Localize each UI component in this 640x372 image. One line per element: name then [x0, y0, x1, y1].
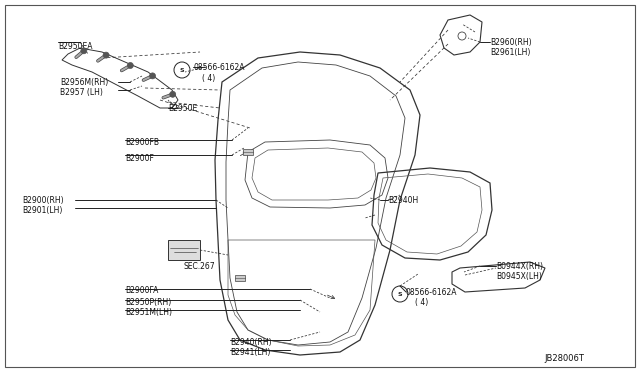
Text: B2940(RH): B2940(RH)	[230, 338, 271, 347]
Text: 08566-6162A: 08566-6162A	[193, 63, 244, 72]
Text: B2957 (LH): B2957 (LH)	[60, 88, 103, 97]
Polygon shape	[243, 149, 253, 155]
Text: B2951M(LH): B2951M(LH)	[125, 308, 172, 317]
Text: B2900(RH): B2900(RH)	[22, 196, 63, 205]
Text: S: S	[180, 67, 184, 73]
Text: ( 4): ( 4)	[202, 74, 215, 83]
Circle shape	[103, 52, 109, 58]
Circle shape	[127, 62, 133, 68]
Text: B2950EA: B2950EA	[58, 42, 93, 51]
Circle shape	[150, 73, 156, 79]
Circle shape	[81, 48, 87, 54]
Text: B2900F: B2900F	[125, 154, 154, 163]
Text: B2900FA: B2900FA	[125, 286, 158, 295]
Text: S: S	[397, 292, 403, 296]
Text: B2956M(RH): B2956M(RH)	[60, 78, 108, 87]
Text: JB28006T: JB28006T	[544, 354, 584, 363]
Text: B2900FB: B2900FB	[125, 138, 159, 147]
Text: B2950P(RH): B2950P(RH)	[125, 298, 172, 307]
Text: SEC.267: SEC.267	[183, 262, 214, 271]
Text: B2941(LH): B2941(LH)	[230, 348, 270, 357]
Text: B2950E: B2950E	[168, 104, 197, 113]
Polygon shape	[235, 275, 245, 281]
Circle shape	[170, 91, 176, 97]
Text: B2901(LH): B2901(LH)	[22, 206, 62, 215]
Bar	[168, 240, 200, 260]
Text: ( 4): ( 4)	[415, 298, 428, 307]
Text: B2961(LH): B2961(LH)	[490, 48, 531, 57]
Text: B2960(RH): B2960(RH)	[490, 38, 532, 47]
Text: B2940H: B2940H	[388, 196, 419, 205]
Text: 08566-6162A: 08566-6162A	[406, 288, 458, 297]
Text: B0945X(LH): B0945X(LH)	[496, 272, 542, 281]
Text: B0944X(RH): B0944X(RH)	[496, 262, 543, 271]
